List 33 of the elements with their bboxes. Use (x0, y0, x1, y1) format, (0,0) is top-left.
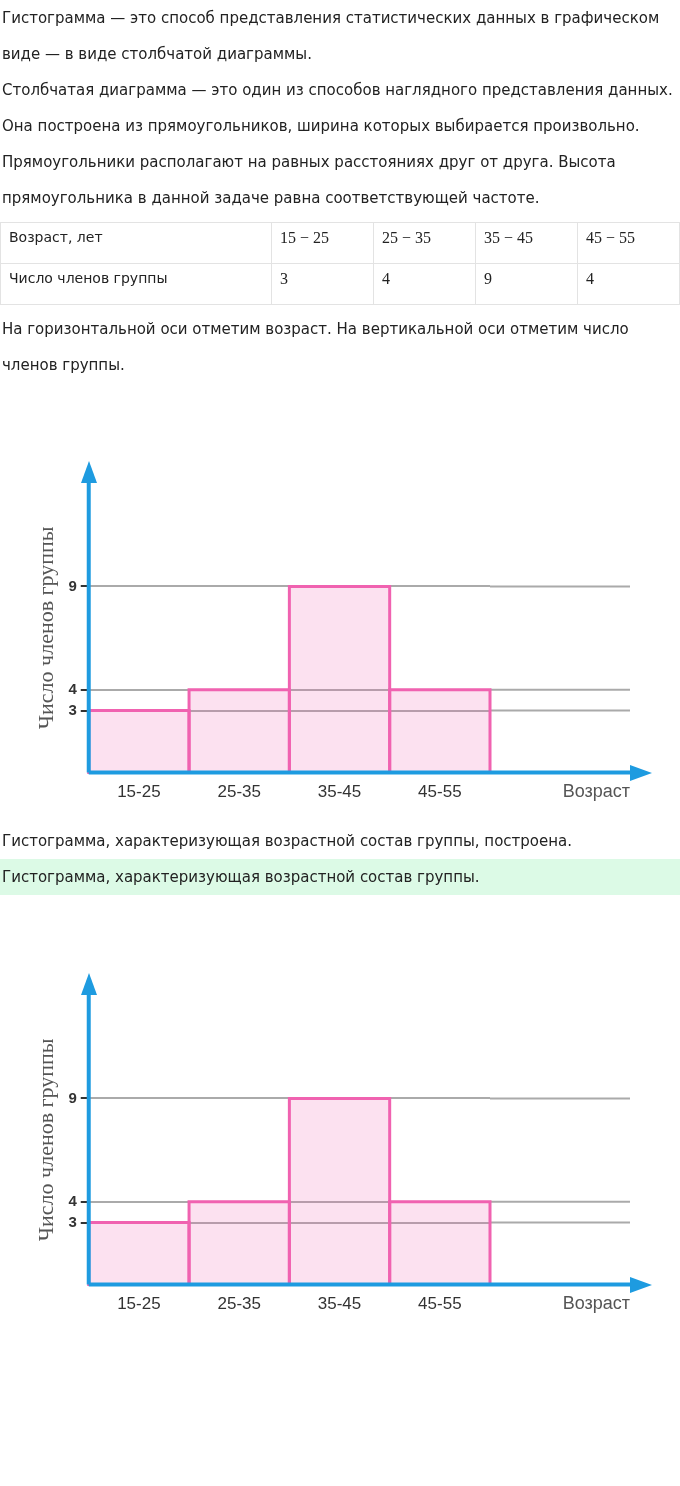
y-tick-label: 3 (68, 700, 77, 718)
x-axis-title: Возраст (562, 1292, 630, 1313)
y-tick-label: 9 (68, 1088, 77, 1106)
text: На горизонтальной оси отметим возраст. На вертикальной оси отметим число членов группы. (2, 320, 629, 374)
x-tick-label: 25-35 (217, 1294, 261, 1314)
y-tick-label: 9 (68, 576, 77, 594)
x-tick-label: 25-35 (217, 782, 261, 802)
x-tick-label: 35-45 (317, 1294, 362, 1314)
x-tick-label: 15-25 (117, 782, 161, 802)
y-axis-title: Число членов группы (32, 1038, 58, 1242)
x-tick-label: 45-55 (418, 782, 462, 802)
text: Число членов группы (0, 263, 272, 305)
x-tick-label: 15-25 (117, 1294, 161, 1314)
text: Гистограмма, характеризующая возрастной состав группы. (0, 859, 680, 895)
category-label: 45 − 55 (577, 222, 680, 264)
data-label: 4 (577, 263, 680, 305)
x-tick-label: 45-55 (418, 1294, 462, 1314)
y-tick-label: 4 (68, 680, 78, 697)
x-axis-title: Возраст (562, 780, 630, 801)
category-label: 25 − 35 (373, 222, 476, 264)
text: Столбчатая диаграмма — это один из способов наглядного представления данных. Она построена из прямоугольников, ширина которых выбирается произвольно. Прямоугольники располагают на равных расстояниях друг от друга. Высота прямоугольника в данной задаче равна соответствующей частоте. (2, 81, 673, 207)
data-label: 3 (271, 263, 374, 305)
text: Гистограмма, характеризующая возрастной состав группы, построена. (1, 831, 574, 852)
y-axis-title: Число членов группы (32, 526, 58, 730)
data-label: 9 (475, 263, 578, 305)
text: Возраст, лет (0, 222, 272, 264)
y-tick-label: 4 (68, 1192, 78, 1209)
x-tick-label: 35-45 (317, 782, 362, 802)
text: Гистограмма — это способ представления статистических данных в графическом виде — в виде столбчатой диаграммы. (2, 9, 660, 63)
data-label: 4 (373, 263, 476, 305)
category-label: 15 − 25 (271, 222, 374, 264)
category-label: 35 − 45 (475, 222, 578, 264)
y-tick-label: 3 (68, 1212, 77, 1230)
